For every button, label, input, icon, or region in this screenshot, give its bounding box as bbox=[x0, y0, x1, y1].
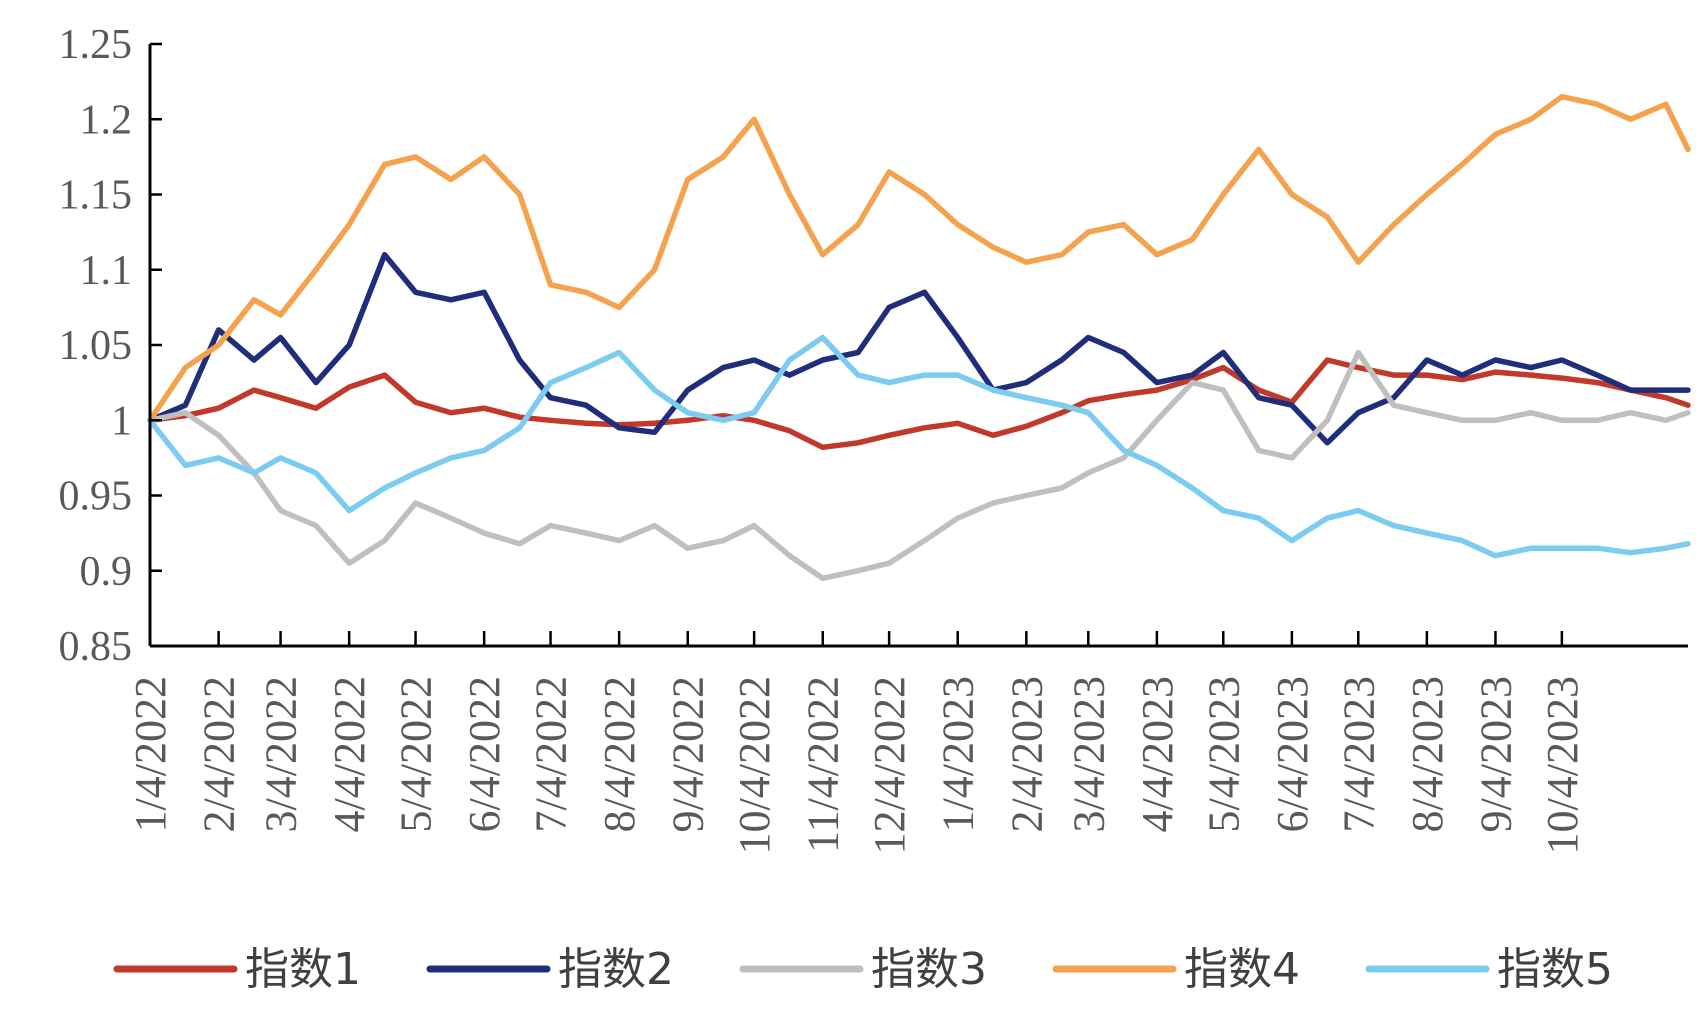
x-tick-label: 1/4/2022 bbox=[126, 676, 175, 832]
x-tick-label: 4/4/2022 bbox=[325, 676, 374, 832]
x-tick-label: 6/4/2023 bbox=[1268, 676, 1317, 832]
legend-label-5: 指数5 bbox=[1497, 944, 1613, 995]
x-tick-label: 2/4/2022 bbox=[195, 676, 244, 832]
series-line-1 bbox=[147, 357, 1691, 451]
legend-label-2: 指数2 bbox=[558, 944, 674, 995]
x-tick-label: 8/4/2023 bbox=[1403, 676, 1452, 832]
x-tick-label: 10/4/2022 bbox=[730, 676, 779, 854]
x-tick-label: 5/4/2022 bbox=[392, 676, 441, 832]
x-tick-label: 7/4/2022 bbox=[527, 676, 576, 832]
x-tick-label: 5/4/2023 bbox=[1199, 676, 1248, 832]
x-tick-label: 3/4/2023 bbox=[1064, 676, 1113, 832]
series-lines bbox=[147, 93, 1691, 582]
x-tick-label: 7/4/2023 bbox=[1334, 676, 1383, 832]
series-line-5 bbox=[147, 334, 1691, 559]
y-tick-label: 0.85 bbox=[59, 624, 133, 670]
y-tick-label: 1.05 bbox=[59, 323, 133, 369]
legend-label-4: 指数4 bbox=[1184, 944, 1300, 995]
series-line-2 bbox=[147, 251, 1691, 446]
legend-label-3: 指数3 bbox=[871, 944, 987, 995]
y-tick-label: 1.2 bbox=[80, 97, 133, 143]
legend-label-1: 指数1 bbox=[245, 944, 361, 995]
y-axis-ticks: 0.85 0.9 0.95 1 1.05 1.1 1.15 1.2 1.25 bbox=[59, 22, 162, 670]
x-axis-ticks: 1/4/2022 2/4/2022 3/4/2022 4/4/2022 5/4/2022… bbox=[126, 631, 1587, 854]
x-tick-label: 1/4/2023 bbox=[934, 676, 983, 832]
axes bbox=[148, 44, 1688, 648]
x-tick-label: 3/4/2022 bbox=[257, 676, 306, 832]
y-tick-label: 0.95 bbox=[59, 474, 133, 520]
series-line-3 bbox=[147, 349, 1691, 582]
x-tick-label: 4/4/2023 bbox=[1133, 676, 1182, 832]
y-tick-label: 0.9 bbox=[80, 549, 133, 595]
x-tick-label: 2/4/2023 bbox=[1002, 676, 1051, 832]
x-tick-label: 11/4/2022 bbox=[799, 676, 848, 853]
y-tick-label: 1.1 bbox=[80, 248, 133, 294]
x-tick-label: 9/4/2022 bbox=[664, 676, 713, 832]
y-tick-label: 1 bbox=[111, 398, 132, 444]
y-tick-label: 1.15 bbox=[59, 173, 133, 219]
x-tick-label: 9/4/2023 bbox=[1471, 676, 1520, 832]
legend: 指数1 指数2 指数3 指数4 指数5 bbox=[113, 944, 1613, 995]
x-tick-label: 10/4/2023 bbox=[1538, 676, 1587, 854]
x-tick-label: 12/4/2022 bbox=[865, 676, 914, 854]
x-tick-label: 6/4/2022 bbox=[460, 676, 509, 832]
x-tick-label: 8/4/2022 bbox=[595, 676, 644, 832]
y-tick-label: 1.25 bbox=[59, 22, 133, 68]
series-line-4 bbox=[147, 93, 1691, 424]
